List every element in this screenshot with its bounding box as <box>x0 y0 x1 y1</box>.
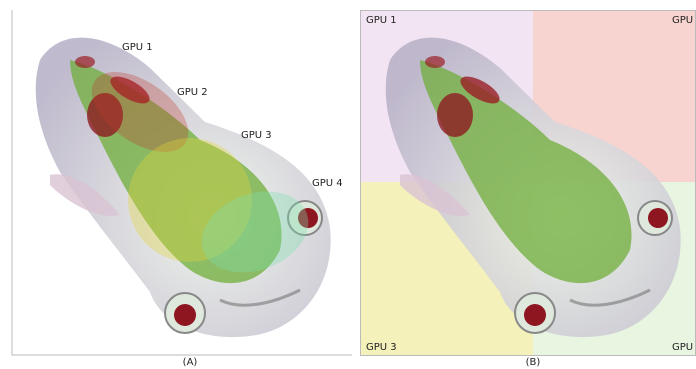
caption: (A) <box>183 357 198 368</box>
gpu-label: GPU 2 <box>177 87 208 98</box>
gpu-label: GPU <box>672 342 693 353</box>
panel-b: GPU 1 GPU GPU 3 GPU (B) <box>360 10 696 368</box>
caption: (B) <box>526 357 541 368</box>
gpu-label: GPU <box>672 15 693 26</box>
gpu-label: GPU 3 <box>241 130 272 141</box>
gpu-label: GPU 4 <box>312 178 343 189</box>
figure: GPU 1 GPU 2 GPU 3 GPU 4 (A) GPU 1 GPU GP… <box>0 0 696 369</box>
gpu-label: GPU 1 <box>366 15 397 26</box>
gpu-label: GPU 1 <box>122 42 153 53</box>
panel-a: GPU 1 GPU 2 GPU 3 GPU 4 (A) <box>12 10 352 368</box>
gpu-label: GPU 3 <box>366 342 397 353</box>
